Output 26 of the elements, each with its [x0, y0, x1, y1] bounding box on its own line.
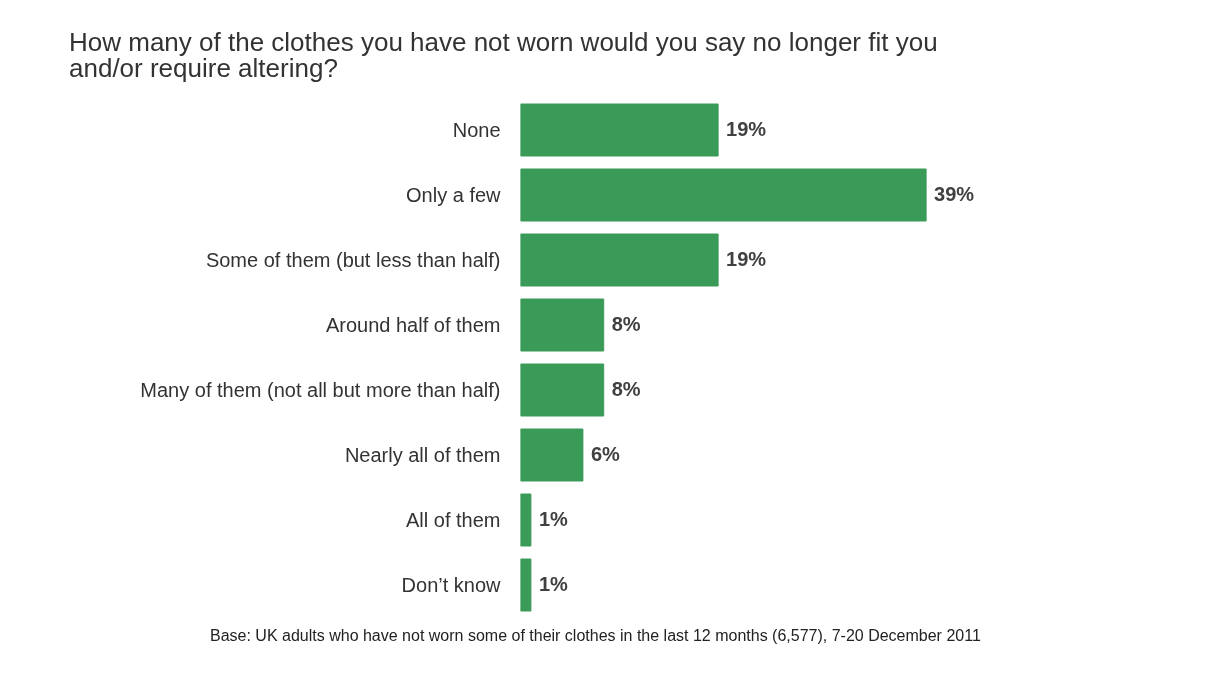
chart-title: How many of the clothes you have not worn would you say no longer fit you and/or require altering? — [69, 27, 938, 83]
bar — [520, 298, 605, 352]
data-label: 6% — [590, 443, 621, 465]
data-label: 19% — [726, 118, 767, 140]
data-label: 8% — [611, 378, 641, 400]
y-tick-label: Only a few — [406, 184, 502, 206]
data-label: 39% — [934, 183, 975, 205]
bar — [520, 103, 719, 157]
data-label: 8% — [611, 313, 641, 335]
bar — [520, 558, 532, 612]
y-tick-label: Nearly all of them — [344, 444, 501, 466]
bar — [520, 363, 605, 417]
y-tick-label: Don’t know — [401, 574, 502, 596]
bar — [520, 233, 719, 287]
data-label: 19% — [726, 248, 767, 270]
bar — [520, 168, 927, 222]
data-label: 1% — [538, 508, 569, 530]
y-tick-label: Some of them (but less than half) — [205, 249, 501, 271]
bar — [520, 493, 532, 547]
y-tick-label: Around half of them — [325, 314, 501, 336]
y-tick-label: All of them — [406, 509, 501, 531]
bar — [520, 428, 584, 482]
text: Base: UK adults who have not worn some of their clothes in the last 12 months (6,577), 7-20 December 2011 — [210, 627, 981, 645]
y-tick-label: Many of them (not all but more than half) — [140, 379, 501, 401]
y-tick-label: None — [452, 119, 501, 141]
data-label: 1% — [538, 573, 569, 595]
